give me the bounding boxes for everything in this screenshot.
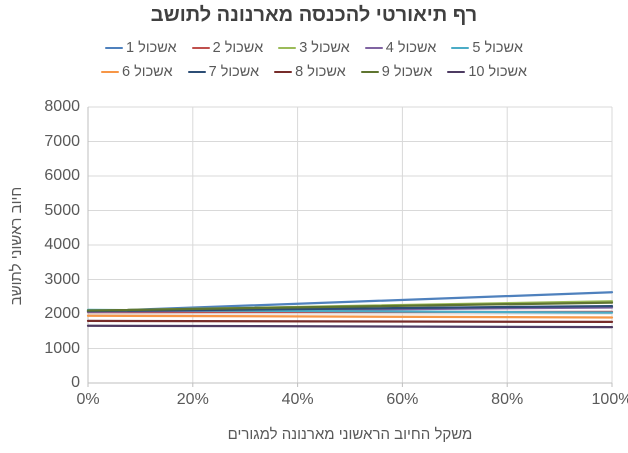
legend-row: אשכול 1 אשכול 2 אשכול 3 אשכול 4 אשכול 5: [0, 36, 628, 60]
legend-line-swatch-icon: [274, 70, 293, 74]
y-tick-label: 7000: [44, 132, 80, 150]
legend-label: אשכול 5: [472, 40, 523, 56]
legend-label: אשכול 4: [385, 40, 437, 56]
legend-line-swatch-icon: [187, 70, 206, 74]
x-tick-label: 60%: [386, 391, 419, 408]
legend-item: אשכול 3: [278, 40, 350, 56]
x-tick-label: 100%: [591, 391, 628, 408]
y-tick-label: 8000: [44, 98, 80, 115]
legend-label: אשכול 10: [468, 64, 527, 80]
legend-item: אשכול 8: [274, 64, 346, 80]
legend-line-swatch-icon: [451, 46, 470, 50]
legend-label: אשכול 9: [381, 64, 433, 80]
legend-label: אשכול 8: [295, 64, 346, 80]
legend-label: אשכול 1: [126, 40, 177, 56]
series-line: [86, 301, 614, 312]
legend-label: אשכול 7: [208, 64, 260, 80]
series-line: [86, 324, 614, 329]
legend-item: אשכול 2: [191, 40, 264, 56]
y-tick-label: 0: [71, 374, 80, 391]
y-tick-label: 5000: [44, 201, 80, 219]
x-tick-label: 40%: [281, 391, 314, 408]
series-line: [86, 319, 614, 324]
x-tick-label: 20%: [176, 391, 209, 408]
legend-label: אשכול 2: [212, 40, 264, 56]
y-tick-label: 3000: [44, 270, 80, 288]
legend-line-swatch-icon: [360, 70, 379, 74]
legend-item: אשכול 5: [451, 40, 523, 56]
x-tick-label: 0%: [76, 391, 100, 408]
x-axis-title: משקל החיוב הראשוני מארנונה למגורים: [227, 426, 473, 443]
legend-line-swatch-icon: [278, 46, 297, 50]
legend-line-swatch-icon: [447, 70, 466, 74]
y-tick-label: 1000: [44, 339, 80, 357]
legend-item: אשכול 1: [105, 40, 177, 56]
y-tick-label: 2000: [44, 305, 80, 322]
legend-line-swatch-icon: [101, 70, 120, 74]
y-tick-label: 6000: [44, 167, 80, 184]
x-tick-label: 80%: [491, 391, 524, 408]
y-tick-label: 4000: [44, 236, 80, 253]
legend-row: אשכול 6 אשכול 7 אשכול 8 אשכול 9 אשכול 10: [0, 60, 628, 84]
legend-item: אשכול 4: [364, 40, 437, 56]
legend: אשכול 1 אשכול 2 אשכול 3 אשכול 4 אשכול 5 אשכול…: [0, 36, 628, 84]
legend-item: אשכול 9: [360, 64, 433, 80]
legend-line-swatch-icon: [191, 46, 210, 50]
legend-item: אשכול 7: [187, 64, 260, 80]
y-axis-title: חיוב ראשוני לתושב: [8, 186, 25, 306]
legend-line-swatch-icon: [364, 46, 383, 50]
legend-label: אשכול 6: [122, 64, 173, 80]
chart-title: רף תיאורטי להכנסה מארנונה לתושב: [150, 4, 478, 26]
legend-item: אשכול 6: [101, 64, 173, 80]
series-line: [86, 314, 614, 319]
legend-line-swatch-icon: [105, 46, 124, 50]
legend-label: אשכול 3: [299, 40, 350, 56]
legend-item: אשכול 10: [447, 64, 527, 80]
